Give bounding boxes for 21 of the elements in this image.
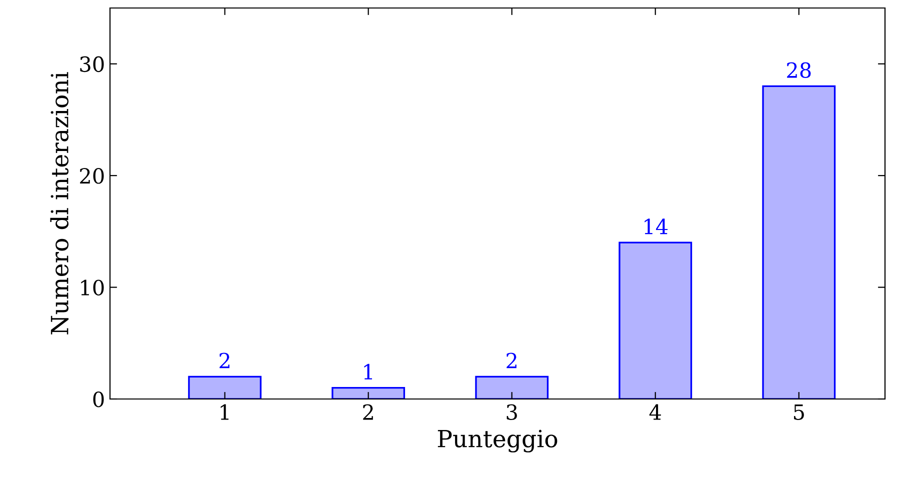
y-axis-title: Numero di interazioni (50, 72, 68, 334)
y-tick-label: 20 (80, 168, 104, 184)
x-tick-label: 2 (363, 404, 373, 420)
x-tick-label: 1 (220, 404, 228, 420)
y-tick-label: 30 (80, 56, 104, 72)
x-tick-label: 3 (506, 404, 517, 420)
data-label: 2 (220, 352, 230, 368)
bar (188, 376, 262, 399)
data-label: 2 (506, 352, 516, 368)
data-label: 28 (787, 62, 811, 78)
bar (475, 376, 549, 399)
x-tick-label: 4 (649, 404, 661, 420)
bar (762, 85, 836, 399)
y-tick-label: 0 (93, 391, 104, 408)
data-label: 14 (644, 218, 668, 234)
bar (332, 386, 406, 399)
x-tick-label: 5 (794, 404, 804, 420)
bar (618, 242, 692, 399)
y-tick-label: 10 (81, 280, 104, 296)
x-axis-title: Punteggio (438, 430, 558, 452)
data-label: 1 (364, 364, 372, 380)
